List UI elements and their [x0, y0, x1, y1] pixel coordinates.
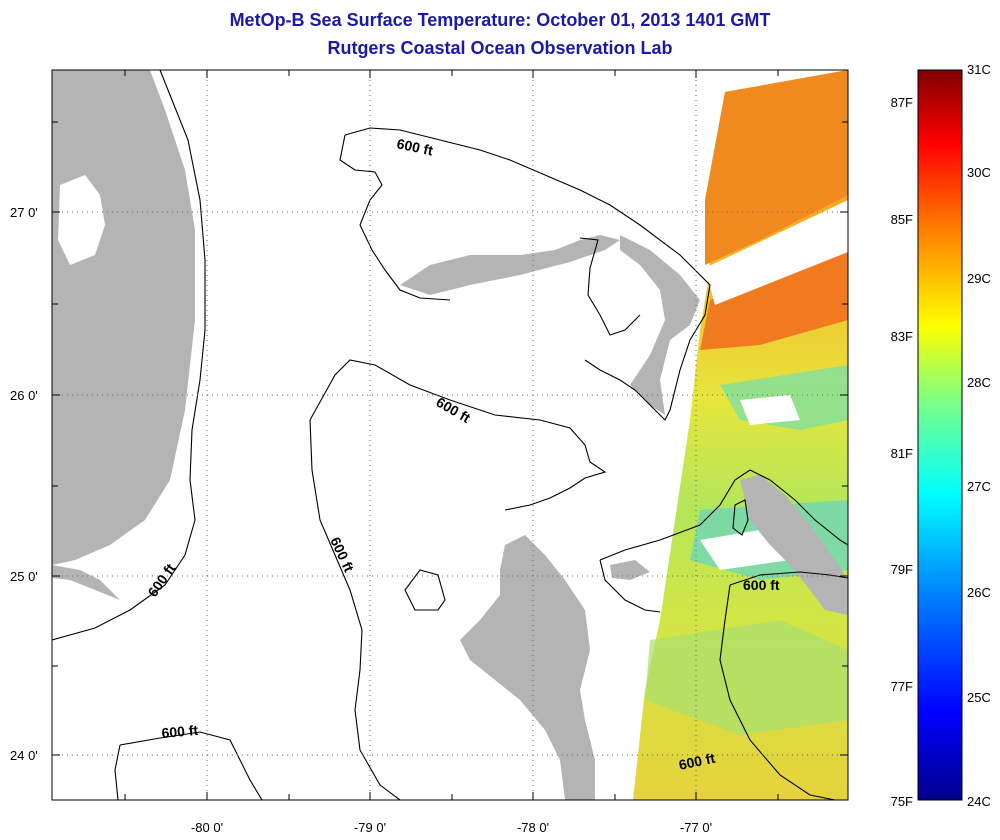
tick-marks: [52, 70, 848, 800]
colorbar-fahrenheit-label: 87F: [891, 95, 913, 110]
longitude-label: -80 0': [191, 820, 223, 835]
andros: [460, 535, 595, 800]
longitude-label: -78 0': [517, 820, 549, 835]
contour-label: 600 ft: [743, 577, 780, 593]
map-subtitle: Rutgers Coastal Ocean Observation Lab: [327, 38, 673, 58]
colorbar-celsius-label: 29C: [967, 271, 991, 286]
isobath-contours: [52, 70, 848, 800]
colorbar-fahrenheit-label: 79F: [891, 562, 913, 577]
sst-cool-patch-3: [645, 620, 848, 735]
latitude-label: 26 0': [10, 388, 38, 403]
map-frame: [51, 69, 849, 801]
colorbar-fahrenheit-label: 85F: [891, 212, 913, 227]
contour-label: 600 ft: [161, 722, 199, 741]
cloud-gap: [705, 200, 848, 305]
latitude-label: 24 0': [10, 748, 38, 763]
abaco-islands: [620, 235, 700, 415]
colorbar-celsius-label: 24C: [967, 794, 991, 809]
map-title: MetOp-B Sea Surface Temperature: October…: [229, 10, 771, 30]
colorbar-celsius-label: 31C: [967, 62, 991, 77]
colorbar-celsius-label: 25C: [967, 690, 991, 705]
grand-bahama: [400, 235, 620, 295]
longitude-label: -79 0': [354, 820, 386, 835]
graticule: [52, 70, 848, 800]
new-providence: [610, 560, 650, 580]
colorbar-fahrenheit-label: 81F: [891, 446, 913, 461]
eleuthera: [740, 475, 848, 615]
sst-warm-band-mid: [700, 250, 848, 350]
longitude-label: -77 0': [680, 820, 712, 835]
latitude-label: 27 0': [10, 205, 38, 220]
colorbar-fahrenheit-label: 77F: [891, 679, 913, 694]
colorbar-celsius-label: 27C: [967, 479, 991, 494]
sst-warm-band-north: [705, 70, 848, 265]
colorbar-celsius-label: 26C: [967, 585, 991, 600]
lake-okeechobee: [58, 175, 105, 265]
cloud-patch-1: [740, 395, 800, 425]
colorbar-fahrenheit-label: 75F: [891, 794, 913, 809]
colorbar-celsius-label: 30C: [967, 165, 991, 180]
colorbar: [917, 69, 963, 801]
contour-label: 600 ft: [395, 135, 434, 158]
florida-keys: [52, 565, 120, 600]
latitude-label: 25 0': [10, 569, 38, 584]
colorbar-celsius-label: 28C: [967, 375, 991, 390]
contour-label: 600 ft: [677, 750, 716, 773]
colorbar-fahrenheit-label: 83F: [891, 329, 913, 344]
